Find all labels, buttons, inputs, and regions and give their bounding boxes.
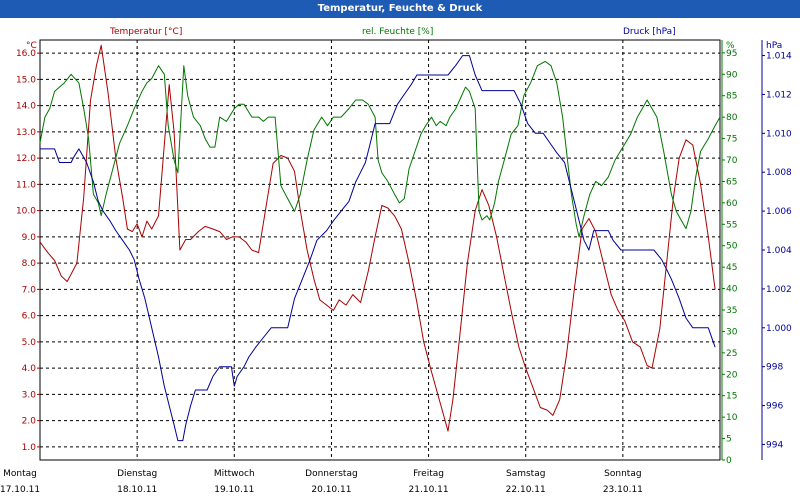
temp-tick-label: 9.0 [22,233,37,243]
window-title: Temperatur, Feuchte & Druck [0,0,800,18]
day-axis: Montag 17.10.11 Dienstag 18.10.11 Mittwoch 19… [0,469,643,495]
series-line-press [40,55,716,442]
temp-tick-label: 11.0 [16,180,36,190]
press-tick-label: 1.014 [766,52,792,62]
press-tick-label: 1.002 [766,285,792,295]
temp-tick-label: 8.0 [22,259,37,269]
hum-tick-label: 35 [726,306,737,316]
day-date-label: 23.10.11 [603,485,643,495]
pressure-axis: hPa 994 996 998 1.000 1.002 1.004 1.006 1.008 1.… [762,41,792,450]
day-weekday-label: Dienstag [117,469,157,479]
press-tick-label: 1.004 [766,246,792,256]
day-weekday-label: Samstag [506,469,545,479]
hum-tick-label: 15 [726,392,737,402]
day-weekday-label: Sonntag [604,469,641,479]
series-legend: Temperatur [°C] rel. Feuchte [%] Druck [… [109,27,676,37]
hum-tick-label: 5 [726,435,732,445]
temperature-axis: °C 1.0 2.0 3.0 4.0 5.0 6.0 7.0 8.0 9.0 10.0 11.0 12… [16,41,40,453]
legend-humidity: rel. Feuchte [%] [362,27,433,37]
temp-tick-label: 4.0 [22,364,37,374]
temp-tick-label: 13.0 [16,128,36,138]
temp-tick-label: 7.0 [22,285,37,295]
hum-tick-label: 45 [726,263,737,273]
hum-tick-label: 85 [726,92,737,102]
hum-tick-label: 30 [726,327,738,337]
hum-tick-label: 10 [726,413,738,423]
day-weekday-label: Donnerstag [305,469,358,479]
temp-tick-label: 6.0 [22,312,37,322]
temp-tick-label: 2.0 [22,417,37,427]
temp-tick-label: 16.0 [16,49,36,59]
temp-tick-label: 12.0 [16,154,36,164]
series-lines [39,44,721,442]
press-tick-label: 1.006 [766,207,792,217]
press-tick-label: 1.010 [766,129,792,139]
day-date-label: 17.10.11 [0,485,40,495]
press-tick-label: 998 [766,363,783,373]
day-date-label: 18.10.11 [117,485,157,495]
press-tick-label: 996 [766,402,783,412]
temp-tick-label: 5.0 [22,338,37,348]
press-unit-label: hPa [766,41,782,51]
hum-tick-label: 70 [726,156,738,166]
grid-lines [40,40,720,460]
temp-tick-label: 14.0 [16,102,36,112]
press-tick-label: 1.000 [766,324,792,334]
hum-tick-label: 40 [726,285,738,295]
hum-unit-label: % [726,41,735,51]
hum-tick-label: 60 [726,199,738,209]
temp-tick-label: 1.0 [22,443,37,453]
series-line-hum [39,60,721,238]
day-weekday-label: Montag [3,469,37,479]
temp-tick-label: 10.0 [16,207,36,217]
day-date-label: 21.10.11 [409,485,449,495]
day-weekday-label: Mittwoch [214,469,255,479]
hum-tick-label: 95 [726,49,737,59]
temp-tick-label: 3.0 [22,390,37,400]
press-tick-label: 1.012 [766,90,792,100]
hum-tick-label: 20 [726,370,738,380]
press-tick-label: 994 [766,440,783,450]
day-date-label: 22.10.11 [506,485,546,495]
hum-tick-label: 0 [726,456,732,466]
plot-area-frame [39,39,721,461]
hum-tick-label: 80 [726,113,738,123]
temp-unit-label: °C [26,41,37,51]
legend-temperature: Temperatur [°C] [109,27,182,37]
hum-tick-label: 65 [726,177,737,187]
press-tick-label: 1.008 [766,168,792,178]
hum-tick-label: 25 [726,349,737,359]
temp-tick-label: 15.0 [16,75,36,85]
hum-tick-label: 90 [726,70,738,80]
day-date-label: 19.10.11 [214,485,254,495]
hum-tick-label: 55 [726,220,737,230]
humidity-axis: % 0 5 10 15 20 25 30 35 40 45 50 55 60 65 70 75 80 85 90 95 [721,40,738,466]
day-date-label: 20.10.11 [311,485,351,495]
hum-tick-label: 50 [726,242,738,252]
hum-tick-label: 75 [726,135,737,145]
series-line-temp [39,44,716,432]
legend-pressure: Druck [hPa] [623,27,676,37]
day-weekday-label: Freitag [413,469,444,479]
